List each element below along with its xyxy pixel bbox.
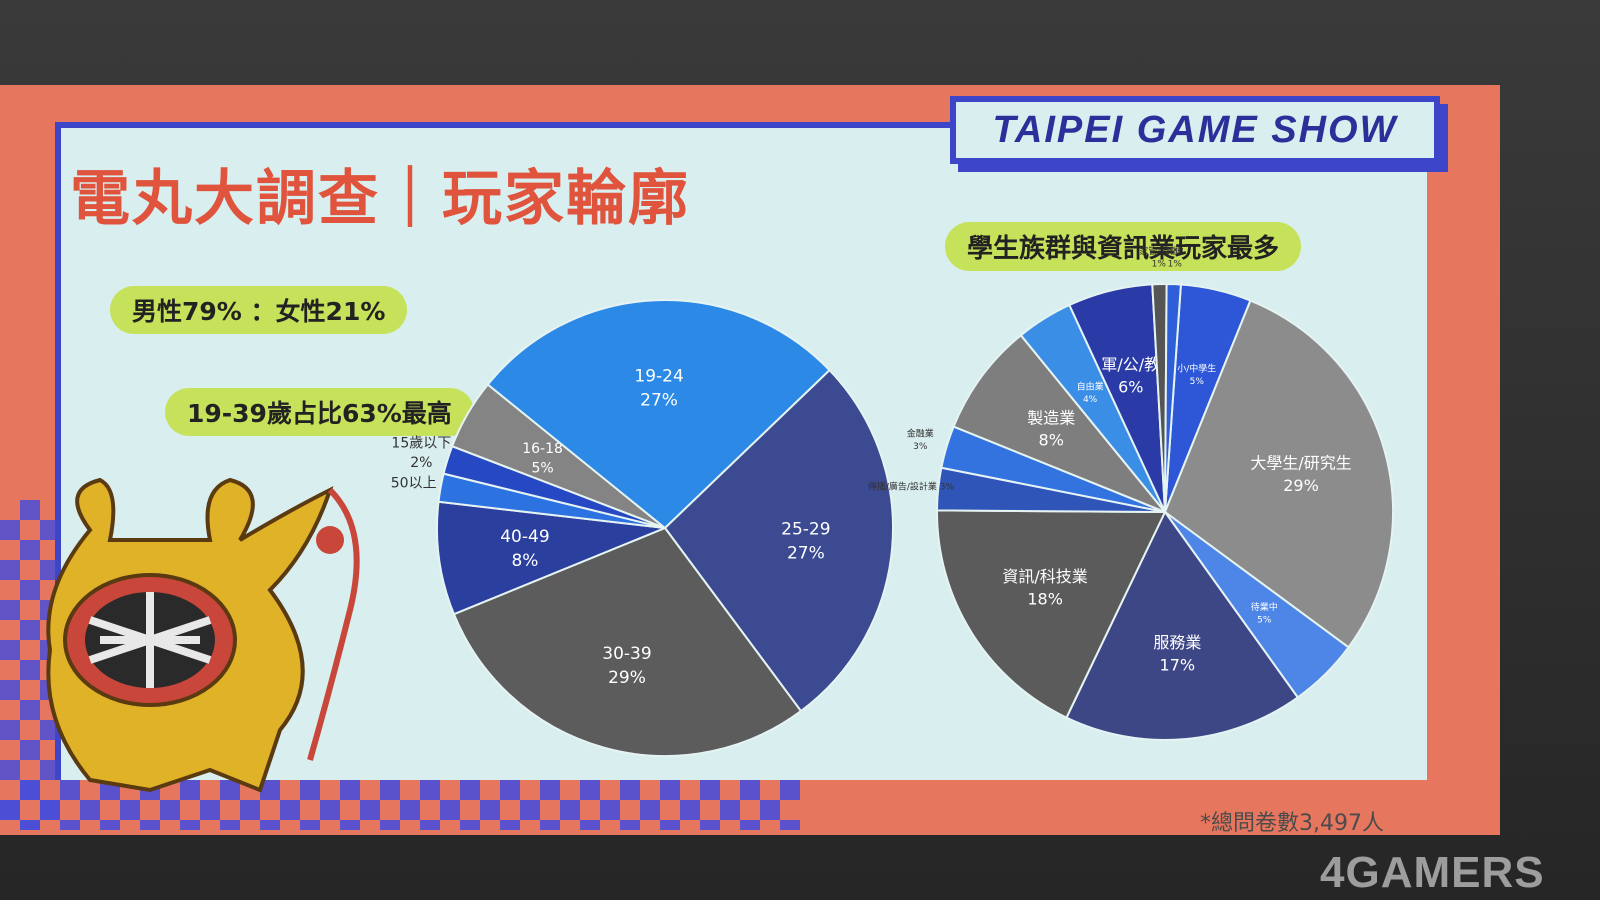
slice-percent-label: 1% [1168, 260, 1183, 270]
slice-percent-label: 27% [787, 544, 825, 564]
slice-label: 大學生/研究生 [1250, 454, 1351, 473]
slice-label: 40-49 [500, 527, 549, 547]
slice-label: 傳播/廣告/設計業 3% [868, 480, 955, 492]
slice-label: 50以上 [391, 476, 437, 492]
logo-text: TAIPEI GAME SHOW [992, 108, 1398, 151]
slice-percent-label: 5% [531, 461, 553, 477]
slice-label: 服務業 [1153, 633, 1201, 652]
slice-percent-label: 4% [1083, 395, 1098, 405]
slice-percent-label: 27% [640, 390, 678, 410]
slice-percent-label: 2% [410, 455, 432, 471]
slice-label: 15歲以下 [391, 435, 451, 451]
slice-percent-label: 8% [511, 551, 538, 571]
pie-slice [1163, 299, 1394, 649]
slice-label: 30-39 [602, 644, 651, 664]
slice-label: 19-24 [634, 367, 683, 387]
watermark-4gamers: 4GAMERS [1320, 848, 1545, 897]
slice-percent-label: 17% [1160, 655, 1196, 674]
slice-percent-label: 5% [1257, 616, 1272, 626]
slice-label: 小/中學生 [1177, 363, 1216, 375]
pie-slice [936, 509, 1167, 719]
slice-percent-label: 3% [913, 442, 928, 452]
slice-percent-label: 1% [1152, 260, 1167, 270]
pie-slice [436, 500, 666, 616]
pie-slice [663, 368, 894, 713]
pie-slice [1065, 510, 1300, 741]
pie-chart-2: 小/中學生 5% 大學生/研究生 29% 待業中 5% 服務業 17% 資訊/科技業 18% 傳播/… [868, 245, 1394, 741]
gender-highlight: 男性79% ：女性21% [110, 286, 408, 334]
pie-slice [442, 445, 666, 529]
pie-chart-1: 16-18 5% 19-24 27% 25-29 27% 30-39 29% 40-49 8% 50… [391, 299, 894, 757]
slice-label: 自由業 [1077, 380, 1104, 392]
slice-percent-label: 8% [1039, 431, 1064, 450]
slice-label: 製造業 [1027, 408, 1075, 427]
pie-slice [452, 526, 803, 757]
taipei-game-show-logo: TAIPEI GAME SHOW [950, 96, 1440, 164]
slice-label: 資訊/科技業 [1002, 567, 1087, 586]
slice-label: 金融業 [907, 427, 934, 439]
slice-label: 軍/公/教 [1101, 355, 1160, 374]
page-title: 電丸大調查｜玩家輪廓 [70, 164, 690, 234]
slice-percent-label: 18% [1027, 590, 1063, 609]
slice-label: 待業中 [1251, 601, 1278, 613]
pie-slice [952, 333, 1166, 513]
occupation-highlight: 學生族群與資訊業玩家最多 [945, 222, 1302, 271]
slice-label: 家管/退休 [1139, 245, 1178, 257]
slice-label: 16-18 [522, 441, 563, 457]
slice-percent-label: 29% [608, 668, 646, 688]
slice-percent-label: 29% [1283, 476, 1319, 495]
age-highlight: 19-39歲占比63%最高 [165, 388, 474, 436]
pie-slice [1164, 282, 1182, 513]
slice-percent-label: 5% [1190, 377, 1205, 387]
survey-count-note: *總問卷數3,497人 [1200, 811, 1384, 836]
slice-label: 25-29 [781, 520, 830, 540]
slice-percent-label: 6% [1118, 377, 1143, 396]
slice-label: 其他 [1166, 245, 1184, 257]
pie-slice [486, 299, 831, 530]
mascot-monster-illustration [46, 477, 360, 793]
